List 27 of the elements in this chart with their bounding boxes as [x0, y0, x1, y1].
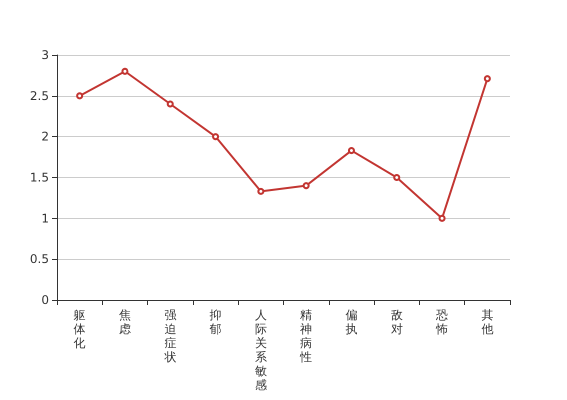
x-tick-label: 敌对 [390, 308, 403, 336]
point [257, 188, 264, 195]
y-tick-label: 3 [41, 48, 49, 62]
point [212, 133, 220, 140]
y-tick-label: 2 [41, 130, 49, 144]
y-tick-label: 1.5 [30, 170, 49, 184]
point [76, 92, 84, 100]
point [121, 68, 128, 75]
x-tick-label: 偏执 [345, 308, 358, 336]
x-tick-label: 强迫症状 [163, 308, 176, 364]
x-tick-label: 精神病性 [299, 308, 312, 364]
y-tick-label: 1 [41, 211, 49, 226]
x-tick-label: 抑郁 [210, 308, 222, 336]
point [348, 147, 355, 154]
point [484, 75, 491, 82]
y-tick-label: 0 [41, 293, 49, 307]
point [438, 214, 446, 222]
point [393, 174, 400, 181]
y-tick-label: 2.5 [30, 88, 49, 103]
point [166, 100, 174, 108]
y-tick-label: 0.5 [30, 252, 49, 266]
x-tick-label: 躯体化 [74, 308, 86, 350]
x-tick-label: 恐怖 [435, 308, 448, 336]
x-tick-label: 人际关系敏感 [254, 308, 267, 392]
x-tick-label: 其他 [481, 308, 494, 336]
x-tick-label: 焦虑 [118, 308, 131, 336]
point [302, 182, 310, 190]
